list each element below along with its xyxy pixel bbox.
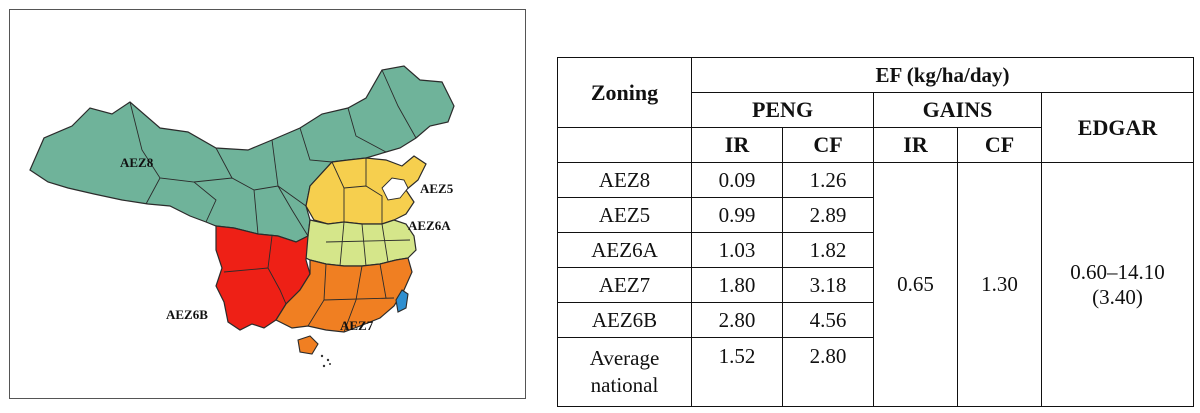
row-peng-ir: 1.03 <box>691 232 783 268</box>
table-row: AEZ6A 1.03 1.82 <box>557 232 1194 268</box>
island-taiwan <box>395 289 409 313</box>
row-peng-cf: 1.82 <box>782 232 874 268</box>
row-zone: AEZ5 <box>557 197 692 233</box>
region-aez7 <box>275 257 413 333</box>
table-row: AEZ5 0.99 2.89 <box>557 197 1194 233</box>
aez7-borders <box>307 263 395 333</box>
row-peng-cf: 2.80 <box>782 337 874 407</box>
edgar-range: 0.60–14.10 <box>1070 259 1165 284</box>
row-zone: AEZ6B <box>557 302 692 338</box>
header-edgar: EDGAR <box>1041 92 1194 163</box>
table-row: AEZ8 0.09 1.26 0.65 1.30 0.60–14.10 (3.4… <box>557 162 1194 407</box>
row-peng-cf: 3.18 <box>782 267 874 303</box>
row-peng-ir: 1.52 <box>691 337 783 407</box>
header-gains-cf: CF <box>957 127 1042 163</box>
header-zoning: Zoning <box>557 57 692 128</box>
region-aez8 <box>29 65 455 243</box>
island-hainan <box>297 335 319 355</box>
table-row: Average national 1.52 2.80 <box>557 337 1194 407</box>
row-peng-ir: 2.80 <box>691 302 783 338</box>
aez6a-borders <box>325 221 411 267</box>
table-row: AEZ7 1.80 3.18 <box>557 267 1194 303</box>
header-peng-ir: IR <box>691 127 783 163</box>
header-ef: EF (kg/ha/day) <box>691 57 1194 93</box>
row-peng-ir: 0.99 <box>691 197 783 233</box>
row-peng-cf: 1.26 <box>782 162 874 198</box>
south-sea-islands <box>320 354 331 368</box>
bohai-sea <box>381 177 409 201</box>
row-zone: Average national <box>557 337 692 407</box>
header-peng-cf: CF <box>782 127 874 163</box>
gains-ir-value: 0.65 <box>873 162 958 407</box>
gains-cf-value: 1.30 <box>957 162 1042 407</box>
row-peng-ir: 1.80 <box>691 267 783 303</box>
edgar-value: 0.60–14.10 (3.40) <box>1041 162 1194 407</box>
row-peng-ir: 0.09 <box>691 162 783 198</box>
row-peng-cf: 2.89 <box>782 197 874 233</box>
map-panel: AEZ8 AEZ5 AEZ6A AEZ6B AEZ7 <box>9 9 526 399</box>
aez5-borders <box>331 158 383 224</box>
header-zoning-spacer <box>557 127 692 163</box>
label-aez7: AEZ7 <box>340 318 374 333</box>
china-zoning-map: AEZ8 AEZ5 AEZ6A AEZ6B AEZ7 <box>29 65 455 368</box>
row-peng-cf: 4.56 <box>782 302 874 338</box>
label-aez6b: AEZ6B <box>166 307 208 322</box>
label-aez5: AEZ5 <box>420 181 454 196</box>
header-peng: PENG <box>691 92 874 128</box>
edgar-mean: (3.40) <box>1092 284 1143 309</box>
province-borders <box>129 69 417 237</box>
row-zone: AEZ8 <box>557 162 692 198</box>
label-aez6a: AEZ6A <box>408 218 451 233</box>
aez6b-borders <box>223 235 287 305</box>
label-aez8: AEZ8 <box>120 155 154 170</box>
row-zone: AEZ7 <box>557 267 692 303</box>
header-gains-ir: IR <box>873 127 958 163</box>
row-zone: AEZ6A <box>557 232 692 268</box>
emission-factor-table: Zoning EF (kg/ha/day) PENG GAINS EDGAR I… <box>557 57 1194 407</box>
table-row: AEZ6B 2.80 4.56 <box>557 302 1194 338</box>
header-gains: GAINS <box>873 92 1042 128</box>
